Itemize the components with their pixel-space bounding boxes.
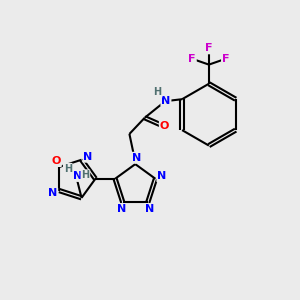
Text: N: N (117, 204, 126, 214)
Text: N: N (132, 153, 141, 163)
Text: N: N (161, 96, 170, 106)
Text: O: O (52, 156, 61, 166)
Text: N: N (145, 204, 154, 214)
Text: N: N (73, 171, 82, 181)
Text: N: N (83, 152, 93, 162)
Text: H: H (154, 87, 162, 97)
Text: F: F (188, 54, 196, 64)
Text: H: H (81, 170, 89, 180)
Text: F: F (222, 54, 230, 64)
Text: N: N (48, 188, 57, 199)
Text: N: N (157, 171, 167, 182)
Text: O: O (160, 121, 169, 131)
Text: H: H (64, 164, 72, 174)
Text: F: F (205, 44, 213, 53)
